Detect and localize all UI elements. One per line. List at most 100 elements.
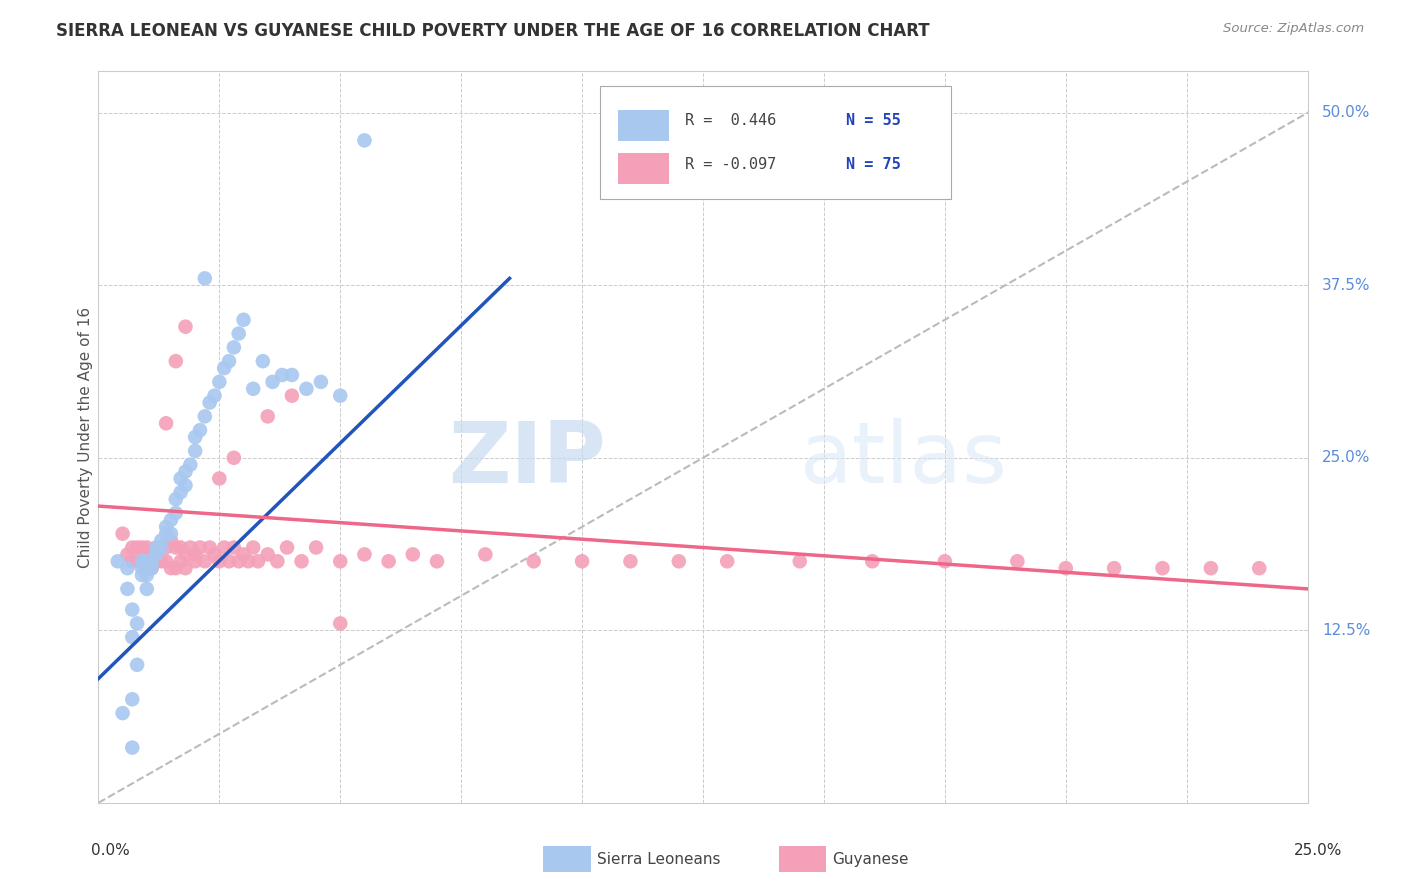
Point bbox=[165, 492, 187, 507]
Point bbox=[1102, 561, 1125, 575]
Point bbox=[242, 382, 264, 396]
Point bbox=[160, 561, 183, 575]
Point bbox=[135, 554, 157, 568]
Point bbox=[329, 554, 352, 568]
Point bbox=[523, 554, 546, 568]
Text: 37.5%: 37.5% bbox=[1322, 277, 1371, 293]
Point bbox=[281, 389, 304, 403]
Point bbox=[242, 541, 264, 555]
Point bbox=[174, 561, 197, 575]
Text: 50.0%: 50.0% bbox=[1322, 105, 1371, 120]
Point bbox=[232, 312, 254, 326]
Point bbox=[228, 326, 250, 341]
Text: Source: ZipAtlas.com: Source: ZipAtlas.com bbox=[1223, 22, 1364, 36]
Point bbox=[252, 354, 274, 368]
FancyBboxPatch shape bbox=[619, 110, 669, 141]
Point bbox=[402, 548, 425, 562]
Text: ZIP: ZIP bbox=[449, 417, 606, 500]
Point bbox=[1007, 554, 1029, 568]
Point bbox=[165, 561, 187, 575]
Point bbox=[222, 450, 245, 465]
Point bbox=[135, 582, 157, 596]
Point bbox=[155, 520, 177, 534]
Point bbox=[131, 554, 153, 568]
Point bbox=[184, 554, 207, 568]
Point bbox=[121, 740, 143, 755]
Point bbox=[155, 417, 177, 431]
Point bbox=[155, 554, 177, 568]
Point bbox=[141, 561, 163, 575]
Point bbox=[165, 541, 187, 555]
Point bbox=[860, 554, 883, 568]
Point bbox=[208, 471, 231, 485]
Point bbox=[266, 554, 288, 568]
Point bbox=[111, 706, 134, 720]
FancyBboxPatch shape bbox=[779, 846, 827, 872]
Point bbox=[188, 423, 211, 437]
Point bbox=[353, 133, 375, 147]
Point bbox=[141, 561, 163, 575]
Point bbox=[208, 375, 231, 389]
Point bbox=[121, 554, 143, 568]
Point bbox=[353, 548, 375, 562]
Text: Guyanese: Guyanese bbox=[832, 852, 908, 867]
Point bbox=[271, 368, 294, 382]
Text: 25.0%: 25.0% bbox=[1322, 450, 1371, 466]
Point bbox=[174, 319, 197, 334]
Point bbox=[121, 630, 143, 644]
Point bbox=[165, 506, 187, 520]
Point bbox=[169, 554, 191, 568]
Point bbox=[145, 541, 167, 555]
Point bbox=[169, 471, 191, 485]
Point bbox=[117, 561, 139, 575]
Text: 12.5%: 12.5% bbox=[1322, 623, 1371, 638]
Text: N = 75: N = 75 bbox=[845, 157, 900, 172]
Point bbox=[131, 568, 153, 582]
Point bbox=[198, 541, 221, 555]
Point bbox=[377, 554, 399, 568]
Point bbox=[194, 271, 217, 285]
Text: SIERRA LEONEAN VS GUYANESE CHILD POVERTY UNDER THE AGE OF 16 CORRELATION CHART: SIERRA LEONEAN VS GUYANESE CHILD POVERTY… bbox=[56, 22, 929, 40]
Y-axis label: Child Poverty Under the Age of 16: Child Poverty Under the Age of 16 bbox=[77, 307, 93, 567]
Point bbox=[194, 554, 217, 568]
Point bbox=[160, 513, 183, 527]
Point bbox=[222, 340, 245, 354]
Point bbox=[619, 554, 641, 568]
Point bbox=[165, 354, 187, 368]
Point bbox=[276, 541, 298, 555]
Point bbox=[131, 554, 153, 568]
Point bbox=[127, 616, 149, 631]
Point bbox=[127, 541, 149, 555]
Point bbox=[155, 541, 177, 555]
Point bbox=[135, 561, 157, 575]
Point bbox=[150, 541, 173, 555]
Point bbox=[150, 533, 173, 548]
Point bbox=[256, 409, 278, 424]
Point bbox=[169, 485, 191, 500]
Point bbox=[111, 526, 134, 541]
Point bbox=[281, 368, 304, 382]
Point bbox=[188, 541, 211, 555]
Text: atlas: atlas bbox=[800, 417, 1008, 500]
Point bbox=[218, 554, 240, 568]
Text: Sierra Leoneans: Sierra Leoneans bbox=[596, 852, 720, 867]
Point bbox=[329, 389, 352, 403]
Point bbox=[174, 478, 197, 492]
Point bbox=[135, 568, 157, 582]
Point bbox=[208, 554, 231, 568]
Text: 0.0%: 0.0% bbox=[91, 843, 131, 858]
Point bbox=[262, 375, 284, 389]
FancyBboxPatch shape bbox=[543, 846, 591, 872]
Point bbox=[127, 657, 149, 672]
Point bbox=[184, 443, 207, 458]
Point bbox=[184, 548, 207, 562]
Point bbox=[194, 409, 217, 424]
Point bbox=[309, 375, 332, 389]
Point bbox=[141, 548, 163, 562]
Point bbox=[121, 692, 143, 706]
Point bbox=[107, 554, 129, 568]
Point bbox=[204, 548, 226, 562]
Point bbox=[934, 554, 956, 568]
Point bbox=[121, 602, 143, 616]
Point bbox=[174, 548, 197, 562]
